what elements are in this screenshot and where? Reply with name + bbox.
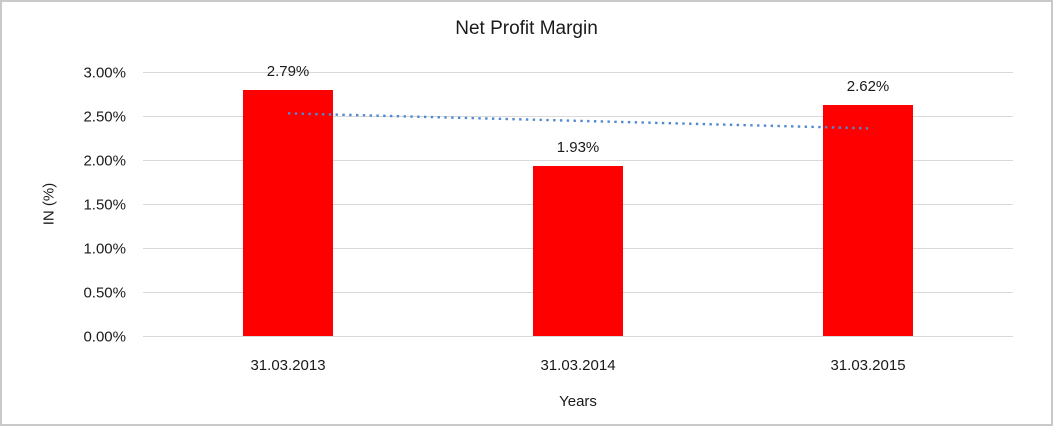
bar-value-label: 2.79%	[266, 63, 310, 81]
bar-value-label: 2.62%	[846, 78, 890, 96]
gridline	[143, 72, 1013, 73]
y-tick-label: 2.00%	[83, 152, 126, 169]
y-tick-label: 0.50%	[83, 284, 126, 301]
gridline	[143, 160, 1013, 161]
y-tick-label: 2.50%	[83, 108, 126, 125]
x-tick-label: 31.03.2014	[540, 357, 616, 374]
y-tick-label: 0.00%	[83, 328, 126, 345]
bar-value-label: 1.93%	[556, 139, 600, 157]
gridline	[143, 336, 1013, 337]
bar-31.03.2015	[823, 105, 913, 336]
y-tick-label: 3.00%	[83, 64, 126, 81]
bar-31.03.2013	[243, 90, 333, 336]
chart-title: Net Profit Margin	[455, 18, 598, 39]
bar-31.03.2014	[533, 166, 623, 336]
x-tick-label: 31.03.2013	[250, 357, 326, 374]
y-tick-label: 1.50%	[83, 196, 126, 213]
x-tick-label: 31.03.2015	[830, 357, 906, 374]
x-axis-title: Years	[559, 393, 597, 410]
y-tick-label: 1.00%	[83, 240, 126, 257]
